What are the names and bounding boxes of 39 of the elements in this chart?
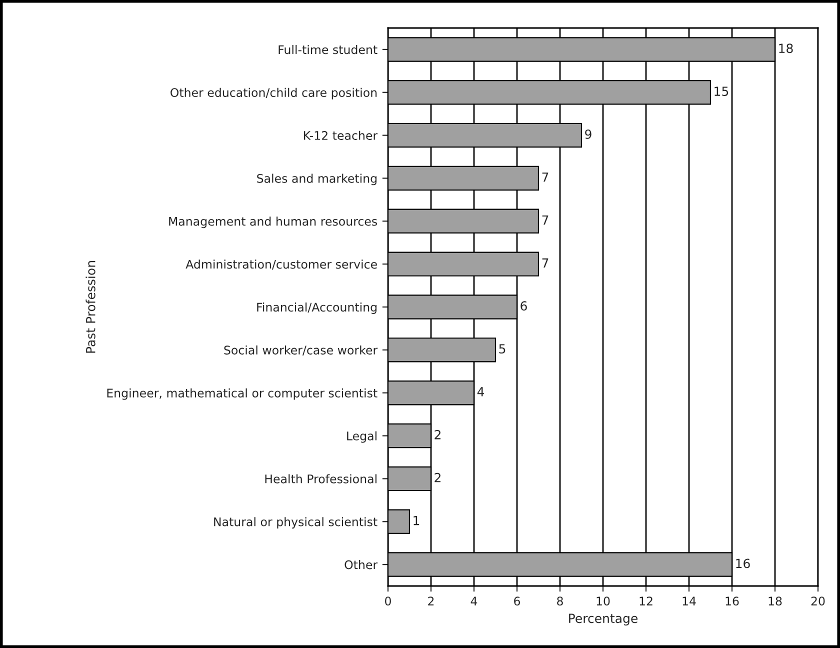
data-label: 2 [434, 430, 440, 440]
x-tick-label: 8 [557, 596, 563, 606]
y-tick-label: Health Professional [265, 474, 376, 484]
y-tick-label: Other education/child care position [170, 88, 377, 100]
y-tick-label: Legal [347, 431, 376, 443]
data-label: 7 [542, 215, 548, 225]
x-tick-label: 10 [596, 596, 610, 606]
y-tick-label: Administration/customer service [186, 260, 377, 270]
data-label: 15 [714, 86, 728, 96]
y-tick-label: Management and human resources [169, 216, 378, 228]
data-label: 6 [520, 301, 527, 311]
y-tick-label: K-12 teacher [304, 130, 378, 140]
data-label: 2 [434, 472, 440, 482]
data-label: 9 [585, 129, 592, 139]
data-label: 7 [542, 258, 548, 268]
y-tick-label: Social worker/case worker [224, 345, 378, 356]
data-label: 1 [414, 516, 420, 526]
x-tick-label: 18 [768, 596, 782, 606]
y-tick-label: Engineer, mathematical or computer scientist [107, 388, 378, 400]
y-tick-label: Other [344, 560, 378, 570]
y-axis-title: Past Profession [86, 261, 96, 353]
data-label: 5 [499, 344, 506, 354]
y-tick-label: Sales and marketing [257, 174, 377, 186]
x-tick-label: 6 [514, 596, 520, 606]
x-tick-label: 14 [682, 596, 696, 606]
y-tick-label: Natural or physical scientist [214, 517, 378, 529]
x-tick-label: 4 [470, 596, 478, 606]
data-label: 16 [736, 558, 750, 568]
data-label: 18 [779, 44, 793, 54]
x-tick-label: 0 [385, 596, 391, 606]
y-tick-label: Full-time student [278, 44, 378, 54]
x-tick-label: 20 [811, 596, 825, 606]
x-tick-label: 2 [428, 596, 434, 606]
data-label: 7 [542, 172, 548, 182]
x-tick-label: 16 [726, 596, 739, 606]
y-tick-label: Financial/Accounting [257, 302, 377, 314]
data-label: 4 [477, 387, 484, 396]
x-tick-label: 12 [640, 596, 652, 606]
x-axis-title: Percentage [569, 614, 638, 626]
